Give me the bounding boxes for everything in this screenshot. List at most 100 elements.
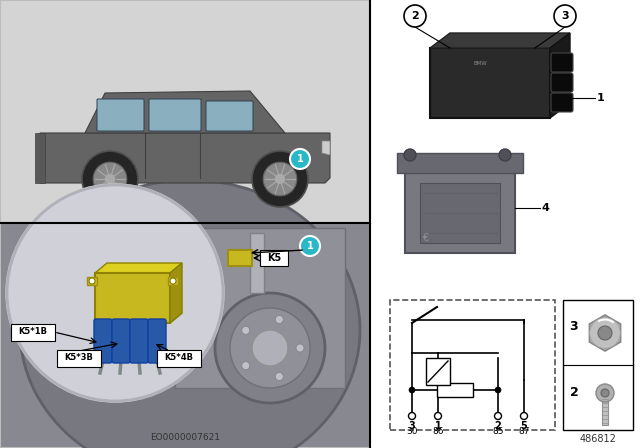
- Circle shape: [275, 373, 284, 380]
- Circle shape: [554, 5, 576, 27]
- Circle shape: [7, 185, 223, 401]
- Circle shape: [408, 413, 415, 419]
- Text: 3: 3: [561, 11, 569, 21]
- Text: 1: 1: [296, 154, 303, 164]
- Text: 2: 2: [411, 11, 419, 21]
- Text: 1: 1: [307, 241, 314, 251]
- Bar: [260, 250, 288, 266]
- Circle shape: [495, 413, 502, 419]
- Polygon shape: [85, 91, 285, 133]
- Text: 486812: 486812: [580, 434, 616, 444]
- Polygon shape: [430, 33, 570, 48]
- Circle shape: [404, 149, 416, 161]
- Circle shape: [596, 384, 614, 402]
- Ellipse shape: [20, 180, 360, 448]
- Text: 30: 30: [406, 427, 418, 436]
- Bar: [602, 393, 608, 425]
- Text: EO0000007621: EO0000007621: [150, 433, 220, 442]
- Text: 3: 3: [570, 319, 579, 332]
- Circle shape: [89, 278, 95, 284]
- FancyBboxPatch shape: [157, 350, 201, 367]
- FancyBboxPatch shape: [11, 324, 55, 341]
- Circle shape: [275, 315, 284, 323]
- Bar: [250, 233, 264, 293]
- Circle shape: [93, 162, 127, 196]
- Bar: [426, 358, 450, 385]
- Circle shape: [290, 149, 310, 169]
- Circle shape: [252, 330, 288, 366]
- Bar: [168, 277, 178, 285]
- FancyBboxPatch shape: [94, 319, 112, 363]
- Bar: [175, 228, 345, 388]
- Bar: [563, 300, 633, 430]
- FancyBboxPatch shape: [148, 319, 166, 363]
- Text: K5*4B: K5*4B: [164, 353, 193, 362]
- Polygon shape: [589, 315, 621, 351]
- Circle shape: [7, 185, 223, 401]
- Circle shape: [404, 5, 426, 27]
- Text: €: €: [422, 233, 428, 243]
- Text: 1: 1: [435, 421, 442, 431]
- Text: K5*1B: K5*1B: [19, 327, 47, 336]
- Circle shape: [499, 149, 511, 161]
- Circle shape: [242, 326, 250, 334]
- Circle shape: [601, 389, 609, 397]
- FancyBboxPatch shape: [130, 319, 148, 363]
- Circle shape: [104, 173, 116, 185]
- FancyBboxPatch shape: [551, 93, 573, 112]
- Text: 86: 86: [432, 427, 444, 436]
- Circle shape: [82, 151, 138, 207]
- Polygon shape: [40, 133, 330, 183]
- Bar: [437, 383, 473, 397]
- Text: 3: 3: [408, 421, 415, 431]
- Circle shape: [589, 318, 620, 348]
- Text: 5: 5: [520, 421, 527, 431]
- Circle shape: [230, 308, 310, 388]
- Circle shape: [263, 162, 297, 196]
- Circle shape: [495, 387, 501, 393]
- Polygon shape: [550, 33, 570, 118]
- Circle shape: [409, 387, 415, 393]
- Bar: [95, 273, 170, 323]
- FancyBboxPatch shape: [57, 350, 101, 367]
- Bar: [0, 223, 370, 448]
- Circle shape: [242, 362, 250, 370]
- Circle shape: [296, 344, 304, 352]
- Bar: [405, 158, 515, 253]
- Text: K5*3B: K5*3B: [65, 353, 93, 362]
- Bar: [430, 48, 550, 118]
- Circle shape: [275, 173, 285, 185]
- Polygon shape: [35, 133, 45, 183]
- Circle shape: [300, 236, 320, 256]
- Text: 85: 85: [492, 427, 504, 436]
- FancyBboxPatch shape: [97, 99, 144, 131]
- Text: 2: 2: [495, 421, 501, 431]
- Bar: [0, 0, 370, 223]
- Circle shape: [215, 293, 325, 403]
- Text: 4: 4: [542, 203, 550, 213]
- Circle shape: [598, 326, 612, 340]
- FancyBboxPatch shape: [551, 53, 573, 72]
- Polygon shape: [170, 263, 182, 323]
- Text: 87: 87: [518, 427, 530, 436]
- Text: 2: 2: [570, 385, 579, 399]
- FancyBboxPatch shape: [112, 319, 130, 363]
- Polygon shape: [95, 313, 182, 323]
- Bar: [420, 183, 500, 243]
- Bar: [397, 153, 523, 173]
- Circle shape: [170, 278, 176, 284]
- Text: 1: 1: [597, 93, 605, 103]
- Circle shape: [520, 413, 527, 419]
- Bar: [87, 277, 97, 285]
- FancyBboxPatch shape: [206, 101, 253, 131]
- Bar: [228, 250, 252, 266]
- Polygon shape: [95, 263, 182, 273]
- Polygon shape: [322, 141, 330, 155]
- FancyBboxPatch shape: [149, 99, 201, 131]
- Bar: [390, 300, 555, 430]
- FancyBboxPatch shape: [551, 73, 573, 92]
- Text: BMW: BMW: [473, 60, 487, 65]
- Circle shape: [435, 413, 442, 419]
- Circle shape: [252, 151, 308, 207]
- Text: K5: K5: [267, 253, 281, 263]
